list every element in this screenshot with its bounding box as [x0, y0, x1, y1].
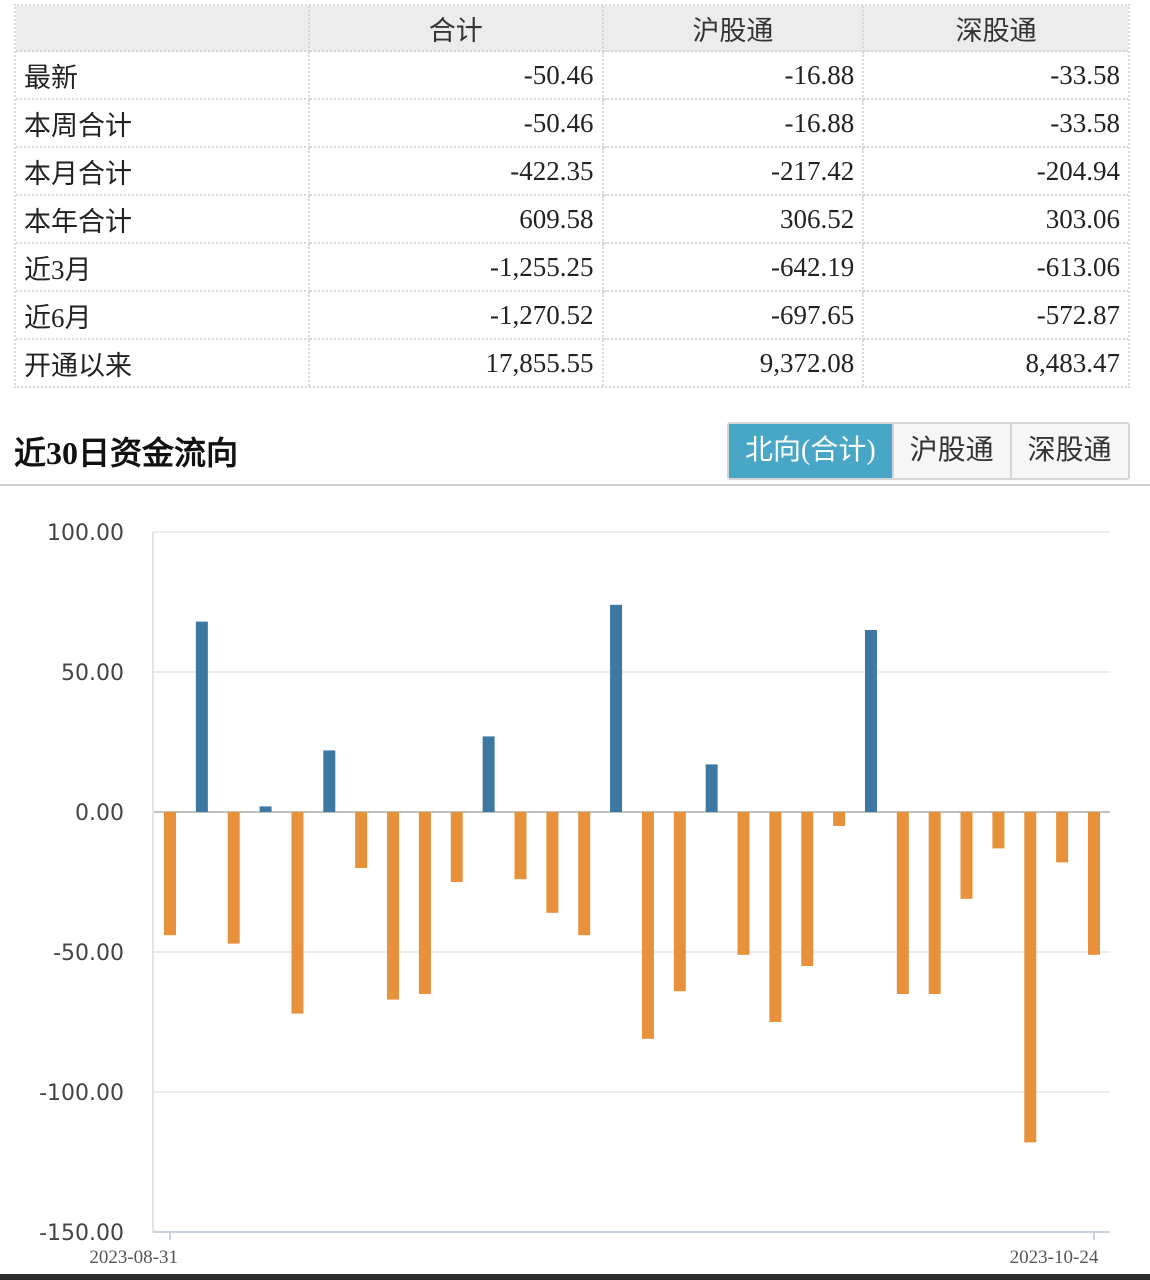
- cell-total: 609.58: [309, 196, 604, 244]
- header-empty: [16, 6, 310, 52]
- y-axis: 100.00 50.00 0.00 -50.00 -100.00 -150.00: [39, 521, 154, 1246]
- summary-table: 合计 沪股通 深股通 最新 -50.46 -16.88 -33.58 本周合计 …: [14, 4, 1130, 388]
- cell-total: -50.46: [309, 100, 604, 148]
- row-label: 近6月: [16, 292, 310, 340]
- header-sz: 深股通: [864, 6, 1128, 52]
- y-tick-label: -50.00: [53, 941, 124, 966]
- cell-sz: -33.58: [864, 100, 1128, 148]
- tab-shanghai-connect[interactable]: 沪股通: [891, 424, 1010, 478]
- bar: [960, 812, 973, 899]
- bar: [164, 812, 176, 936]
- bar: [864, 630, 877, 812]
- cell-sz: -572.87: [864, 292, 1128, 340]
- bar: [259, 806, 272, 812]
- bar: [387, 812, 400, 1000]
- table-row: 最新 -50.46 -16.88 -33.58: [16, 52, 1128, 100]
- cell-sh: -697.65: [603, 292, 865, 340]
- y-tick-label: 50.00: [61, 661, 124, 686]
- x-tick-label: 2023-08-31: [89, 1247, 178, 1268]
- table-row: 本月合计 -422.35 -217.42 -204.94: [16, 148, 1128, 196]
- table-row: 近3月 -1,255.25 -642.19 -613.06: [16, 244, 1128, 292]
- table-row: 近6月 -1,270.52 -697.65 -572.87: [16, 292, 1128, 340]
- cell-total: -422.35: [309, 148, 604, 196]
- bar: [195, 621, 208, 812]
- cell-sh: 306.52: [603, 196, 865, 244]
- chart-bars: [164, 604, 1100, 1143]
- cell-sz: -613.06: [864, 244, 1128, 292]
- bar: [1056, 812, 1069, 863]
- row-label: 本月合计: [16, 148, 310, 196]
- cell-sh: -217.42: [603, 148, 865, 196]
- table-row: 本周合计 -50.46 -16.88 -33.58: [16, 100, 1128, 148]
- x-axis: 2023-08-31 2023-10-24: [89, 1231, 1110, 1268]
- bar: [514, 812, 527, 880]
- bar: [737, 812, 750, 955]
- cell-sz: 303.06: [864, 196, 1128, 244]
- section-title: 近30日资金流向: [14, 435, 239, 471]
- table-row: 本年合计 609.58 306.52 303.06: [16, 196, 1128, 244]
- cell-sz: -33.58: [864, 52, 1128, 100]
- cell-total: -1,270.52: [309, 292, 604, 340]
- cell-total: -50.46: [309, 52, 604, 100]
- row-label: 本周合计: [16, 100, 310, 148]
- row-label: 最新: [16, 52, 310, 100]
- bar: [610, 604, 623, 812]
- bar: [833, 812, 846, 826]
- row-label: 本年合计: [16, 196, 310, 244]
- cell-sh: -16.88: [603, 100, 865, 148]
- bar: [896, 812, 909, 994]
- bar: [355, 812, 368, 868]
- fund-flow-bar-chart: 100.00 50.00 0.00 -50.00 -100.00 -150.00 2023…: [39, 521, 1110, 1268]
- bar: [1024, 812, 1037, 1143]
- header-sh: 沪股通: [603, 6, 865, 52]
- flow-tabs: 北向(合计) 沪股通 深股通: [727, 422, 1130, 480]
- cell-sz: 8,483.47: [1025, 347, 1121, 378]
- bar: [546, 812, 559, 913]
- bar: [992, 812, 1005, 849]
- bar: [928, 812, 941, 994]
- header-total: 合计: [309, 6, 604, 52]
- section-divider: [0, 484, 1150, 486]
- y-tick-label: -150.00: [39, 1221, 124, 1246]
- bar: [769, 812, 782, 1022]
- bar: [801, 812, 814, 966]
- bar: [1088, 812, 1100, 955]
- cell-sh: 9,372.08: [604, 340, 865, 386]
- bar: [227, 812, 240, 944]
- bar: [418, 812, 431, 994]
- tab-shenzhen-connect[interactable]: 深股通: [1009, 424, 1128, 478]
- cell-total: -1,255.25: [309, 244, 604, 292]
- cell-sh: -642.19: [603, 244, 865, 292]
- bar: [323, 750, 336, 812]
- x-tick-label: 2023-10-24: [1010, 1247, 1099, 1268]
- table-row: 开通以来 17,855.55 9,372.08 8,483.47: [16, 340, 1128, 386]
- table-header-row: 合计 沪股通 深股通: [16, 6, 1128, 52]
- row-label: 近3月: [16, 244, 310, 292]
- bottom-bar: [0, 1274, 1150, 1280]
- y-tick-label: -100.00: [39, 1081, 124, 1106]
- bar: [291, 812, 304, 1014]
- y-tick-label: 0.00: [75, 801, 124, 826]
- bar: [578, 812, 591, 936]
- cell-sz: -204.94: [864, 148, 1128, 196]
- tab-north-total[interactable]: 北向(合计): [729, 424, 892, 478]
- cell-sh: -16.88: [603, 52, 865, 100]
- row-label: 开通以来: [16, 340, 310, 386]
- bar: [641, 812, 654, 1039]
- bar: [482, 736, 495, 812]
- bar: [673, 812, 686, 992]
- bar: [705, 764, 718, 812]
- cell-total: 17,855.55: [310, 340, 604, 386]
- y-tick-label: 100.00: [47, 521, 124, 546]
- bar: [450, 812, 463, 882]
